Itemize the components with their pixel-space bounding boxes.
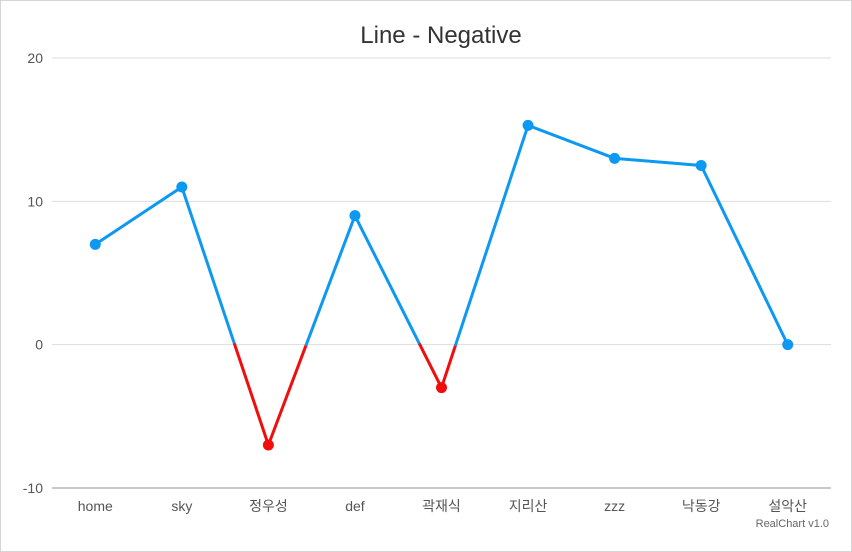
data-point[interactable] <box>522 119 534 131</box>
x-tick-label: 낙동강 <box>682 498 721 514</box>
data-point[interactable] <box>782 339 794 351</box>
y-axis-ticks: 20 10 0 -10 <box>23 50 43 496</box>
data-point[interactable] <box>176 181 188 193</box>
line-segment <box>418 343 443 390</box>
data-point[interactable] <box>262 439 274 451</box>
line-segment <box>454 123 530 347</box>
x-tick-label: 곽재식 <box>422 498 461 514</box>
line-segment <box>440 343 458 390</box>
x-axis-ticks: home sky 정우성 def 곽재식 지리산 zzz 낙동강 설악산 <box>78 498 807 514</box>
credit-label: RealChart v1.0 <box>756 518 829 530</box>
y-tick-label: 10 <box>27 193 43 209</box>
x-tick-label: 정우성 <box>249 498 288 514</box>
data-point[interactable] <box>695 160 707 171</box>
chart-title: Line - Negative <box>360 22 521 49</box>
line-segment <box>526 123 617 160</box>
x-tick-label: zzz <box>604 498 625 514</box>
x-tick-label: home <box>78 498 113 514</box>
y-tick-label: -10 <box>23 480 43 496</box>
data-point[interactable] <box>89 238 101 250</box>
line-segment <box>180 185 237 347</box>
line-segment <box>353 214 422 347</box>
line-segment <box>233 343 270 447</box>
series-points <box>89 119 794 451</box>
line-segment <box>699 164 790 347</box>
x-tick-label: 설악산 <box>768 498 807 514</box>
y-tick-label: 0 <box>35 337 43 353</box>
line-segment <box>93 185 184 246</box>
x-tick-label: 지리산 <box>509 498 548 514</box>
line-segment <box>304 214 357 347</box>
data-point[interactable] <box>436 382 447 394</box>
x-tick-label: def <box>345 498 365 514</box>
line-segment <box>613 156 703 167</box>
grid-lines <box>52 57 831 489</box>
series-line <box>93 123 790 447</box>
data-point[interactable] <box>609 152 621 164</box>
y-tick-label: 20 <box>27 50 43 66</box>
data-point[interactable] <box>349 210 361 222</box>
line-segment <box>266 343 308 447</box>
x-tick-label: sky <box>171 498 192 514</box>
